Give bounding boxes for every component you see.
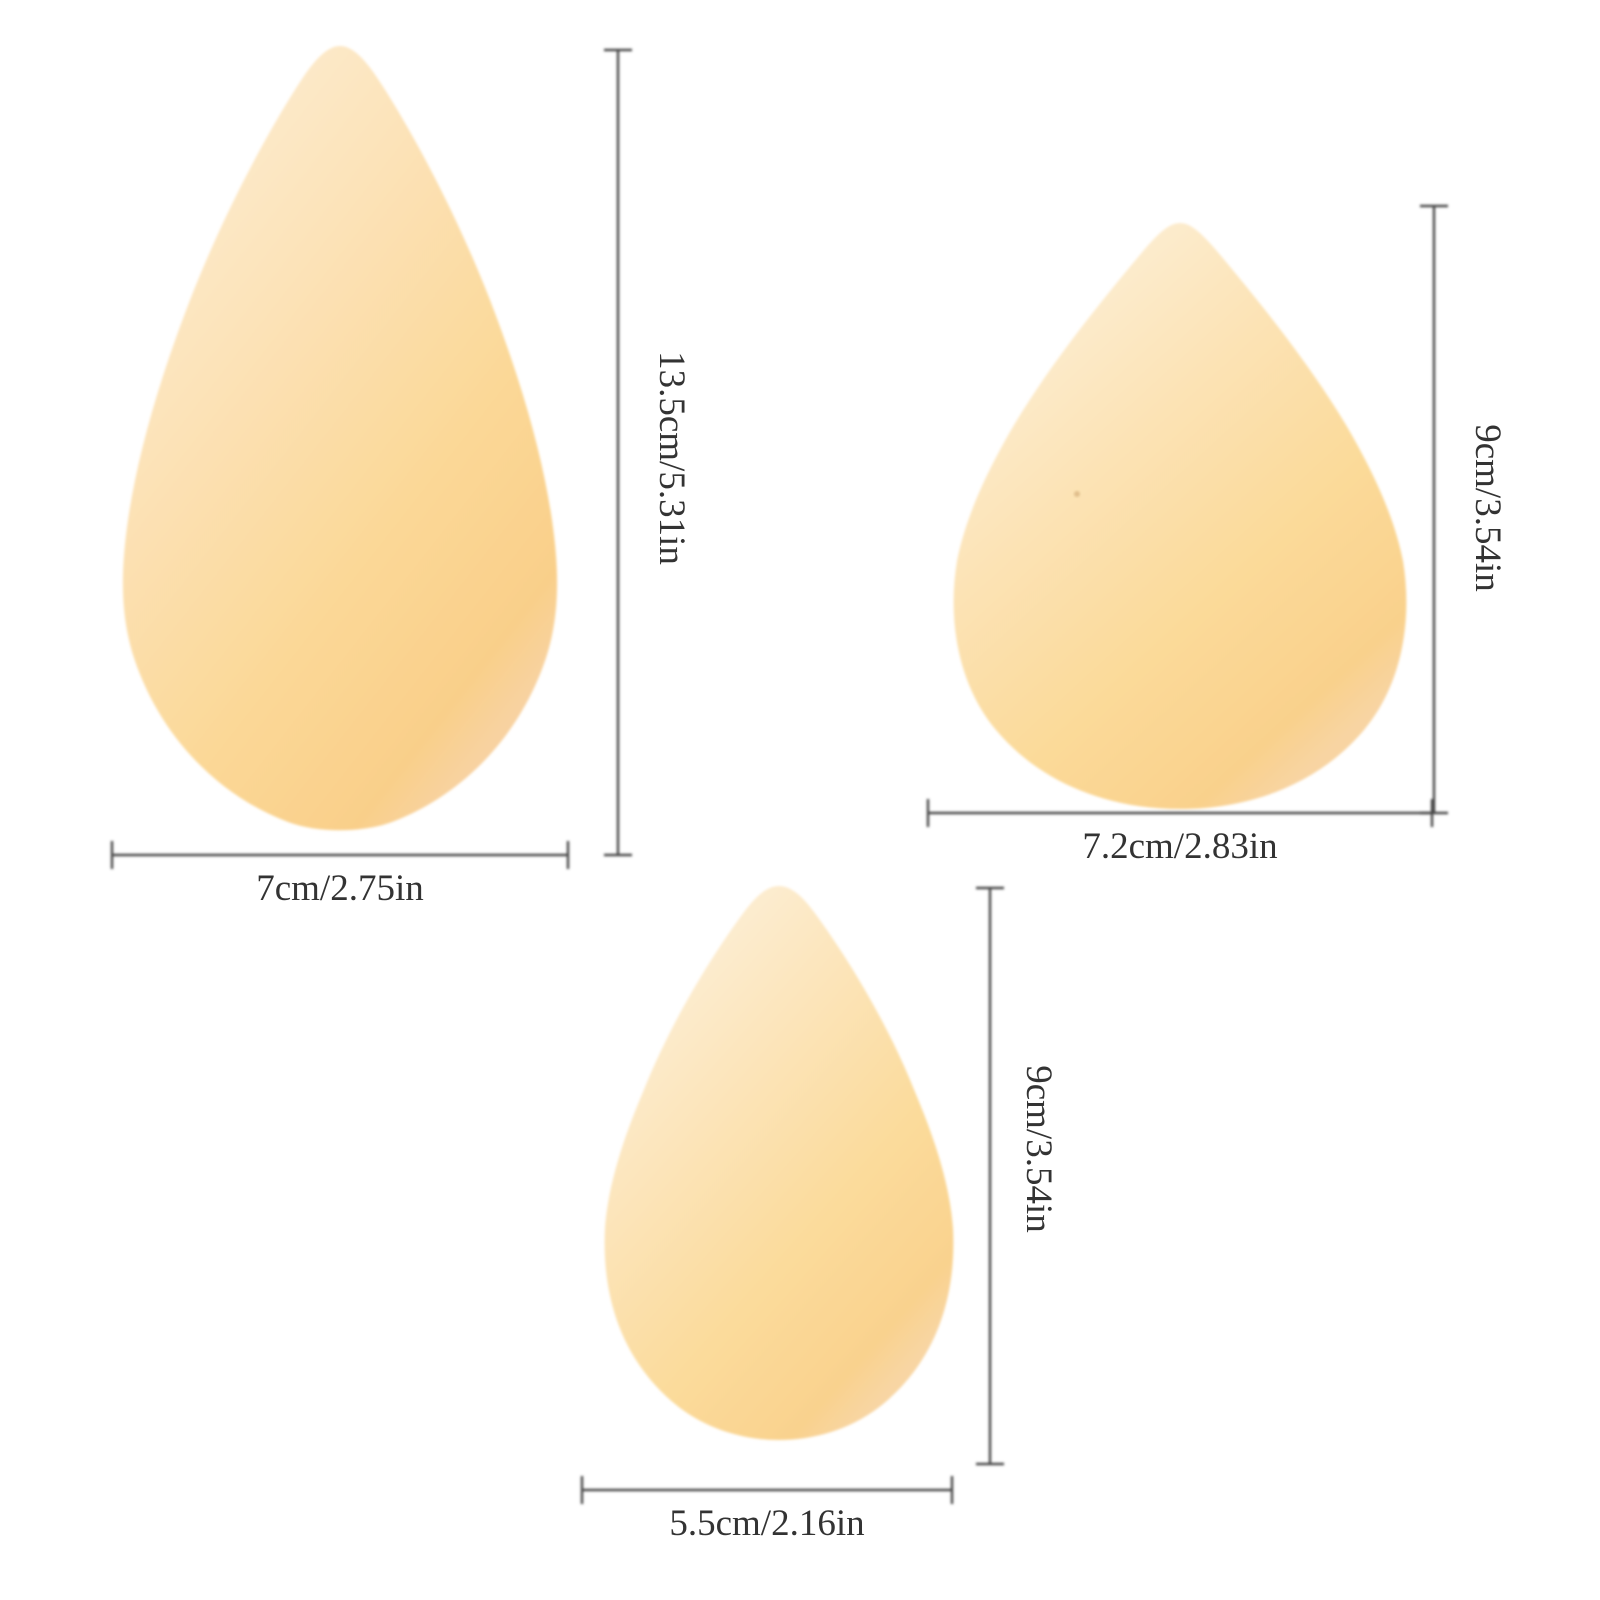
svg-text:9cm/3.54in: 9cm/3.54in — [1018, 1065, 1059, 1233]
svg-text:7.2cm/2.83in: 7.2cm/2.83in — [1082, 826, 1277, 867]
svg-text:13.5cm/5.31in: 13.5cm/5.31in — [651, 351, 692, 565]
svg-text:5.5cm/2.16in: 5.5cm/2.16in — [669, 1503, 864, 1544]
svg-text:7cm/2.75in: 7cm/2.75in — [256, 868, 424, 909]
svg-text:9cm/3.54in: 9cm/3.54in — [1467, 424, 1508, 592]
